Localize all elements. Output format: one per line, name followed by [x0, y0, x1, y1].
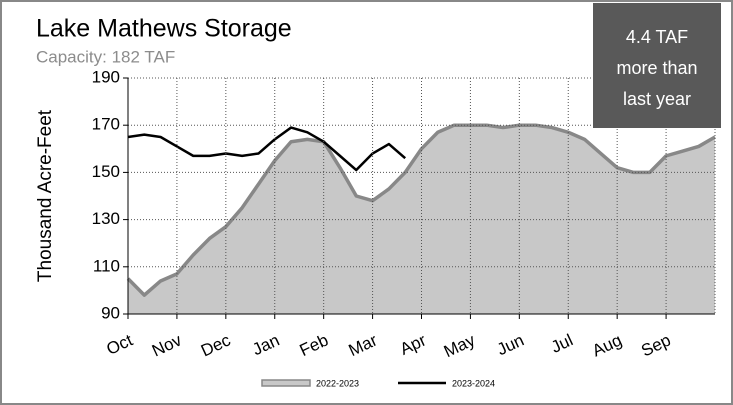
legend-label: 2023-2024: [452, 378, 495, 388]
annotation-text: more than: [616, 58, 697, 78]
annotation-box: [593, 3, 721, 128]
y-tick-label: 190: [92, 67, 120, 86]
y-tick-label: 130: [92, 209, 120, 228]
chart-subtitle: Capacity: 182 TAF: [36, 47, 175, 66]
series-line: [126, 123, 716, 297]
y-tick-label: 90: [101, 303, 120, 322]
annotation-text: last year: [623, 89, 691, 109]
y-tick-label: 110: [93, 256, 120, 275]
y-tick-label: 170: [92, 115, 120, 134]
legend-swatch: [261, 379, 311, 387]
y-tick-label: 150: [92, 162, 120, 181]
legend-label: 2022-2023: [316, 378, 359, 388]
series-line: [127, 126, 407, 172]
chart-title: Lake Mathews Storage: [36, 15, 292, 43]
annotation-text: 4.4 TAF: [626, 27, 688, 47]
y-axis-label: Thousand Acre-Feet: [35, 109, 56, 282]
